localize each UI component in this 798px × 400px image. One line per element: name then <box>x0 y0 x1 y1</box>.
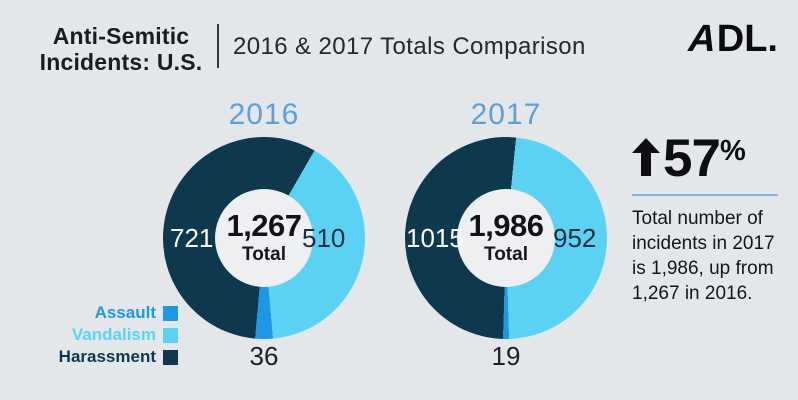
legend-label-assault: Assault <box>94 303 156 322</box>
slice-label-harassment-2017: 1015 <box>406 223 464 253</box>
page-title-line1: Anti-Semitic <box>52 23 190 49</box>
legend-item-vandalism: Vandalism <box>18 324 178 346</box>
donut-2017-title: 2017 <box>470 98 542 131</box>
stat-description: Total number of incidents in 2017 is 1,9… <box>632 208 775 305</box>
legend-item-assault: Assault <box>18 302 178 324</box>
up-arrow-icon <box>632 138 660 176</box>
donut-2017-hole: 1,986 Total <box>457 189 555 287</box>
page-title: Anti-Semitic Incidents: U.S. <box>28 23 214 75</box>
page-subtitle: 2016 & 2017 Totals Comparison <box>233 33 586 60</box>
header-divider <box>217 24 219 68</box>
donut-chart-2016: 2016 1,267 Total 721 510 36 <box>163 98 365 371</box>
stat-panel: 57 % Total number of incidents in 2017 i… <box>632 132 784 306</box>
slice-label-vandalism-2016: 510 <box>302 223 346 253</box>
legend-label-vandalism: Vandalism <box>71 325 156 344</box>
stat-divider <box>632 194 778 196</box>
legend-item-harassment: Harassment <box>18 346 178 368</box>
donut-2016-total-value: 1,267 <box>226 208 302 243</box>
assault-color-swatch-icon <box>163 305 178 321</box>
legend-label-harassment: Harassment <box>58 347 156 366</box>
adl-logo: ADL. <box>684 18 778 61</box>
page-title-line2: Incidents: U.S. <box>39 49 203 76</box>
harassment-color-swatch-icon <box>163 349 178 365</box>
donut-2017-total-label: Total <box>484 244 528 265</box>
percent-sign: % <box>719 135 746 167</box>
donut-2016-hole: 1,267 Total <box>215 189 313 287</box>
donut-2016-title: 2016 <box>228 98 300 131</box>
donut-2017-total-value: 1,986 <box>468 208 544 243</box>
legend: Assault Vandalism Harassment <box>18 302 178 368</box>
donut-2016-total-label: Total <box>242 244 286 265</box>
percent-change: 57 % <box>632 132 784 185</box>
slice-label-assault-2016: 36 <box>249 341 279 371</box>
slice-label-vandalism-2017: 952 <box>553 223 597 253</box>
slice-label-harassment-2016: 721 <box>170 223 214 253</box>
vandalism-color-swatch-icon <box>163 327 178 343</box>
adl-logo-rest: DL. <box>716 18 778 60</box>
slice-label-assault-2017: 19 <box>491 341 521 371</box>
donut-chart-2017: 2017 1,986 Total 1015 952 19 <box>405 98 607 371</box>
percent-change-value: 57 <box>663 129 721 188</box>
